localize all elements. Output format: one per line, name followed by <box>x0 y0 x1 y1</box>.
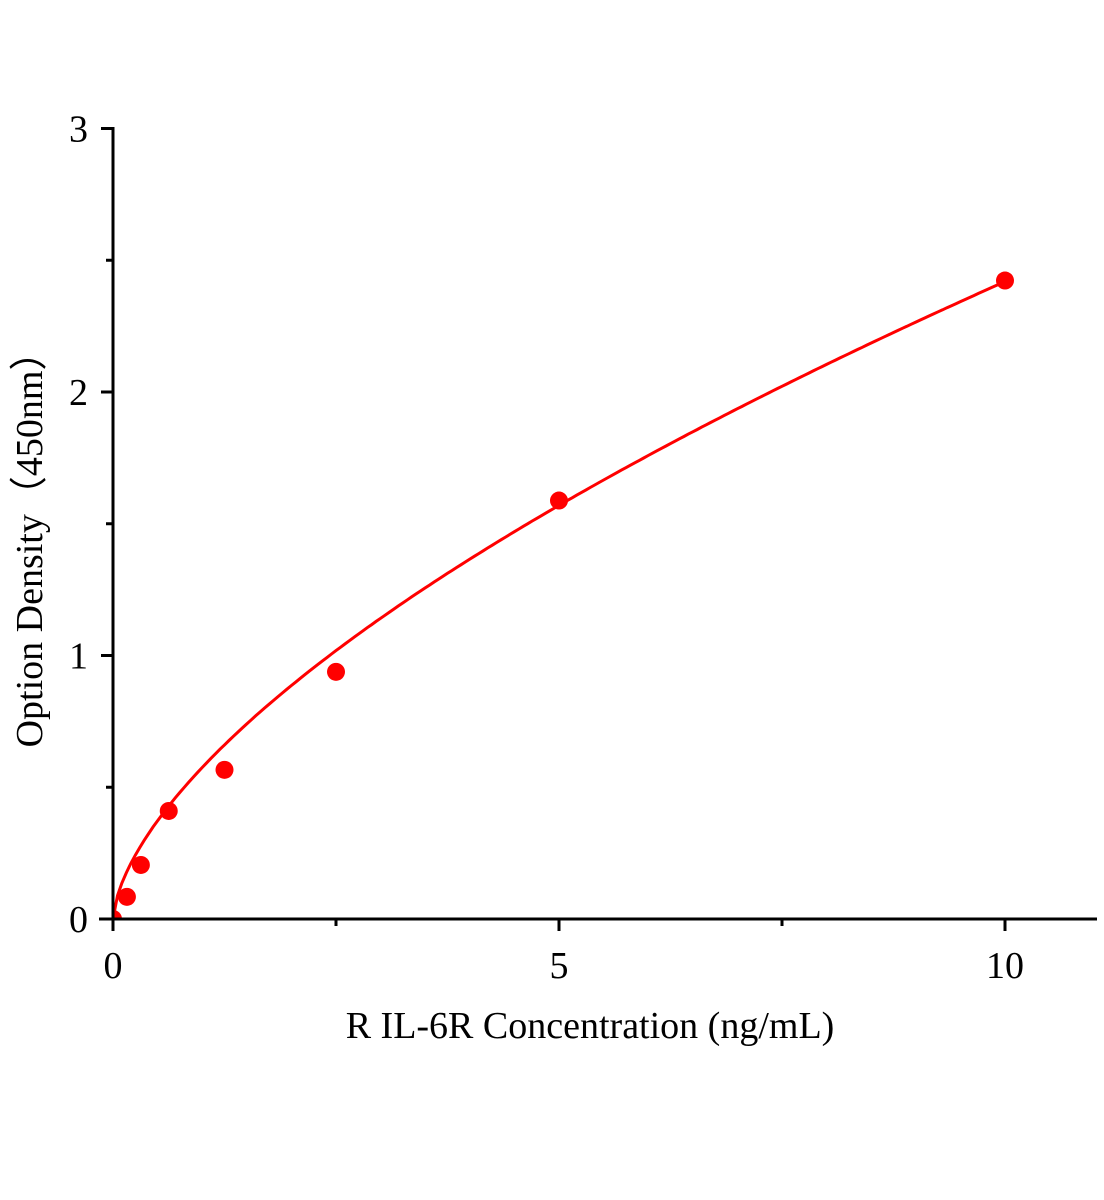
data-point <box>215 760 234 779</box>
y-axis-label: Option Density（450nm） <box>9 333 51 748</box>
data-point <box>327 662 345 681</box>
data-point <box>113 910 122 919</box>
x-tick-label: 5 <box>550 945 569 987</box>
data-point <box>117 887 136 906</box>
x-tick-label: 0 <box>104 945 123 987</box>
y-tick-label: 3 <box>69 109 88 151</box>
fit-curve <box>111 280 1006 920</box>
data-point <box>131 855 150 874</box>
data-point <box>550 491 568 510</box>
x-tick-label: 10 <box>986 945 1024 987</box>
data-point <box>996 271 1014 290</box>
data-point <box>159 801 178 820</box>
y-tick-label: 0 <box>69 899 88 941</box>
x-axis-label: R IL-6R Concentration (ng/mL) <box>346 1005 835 1047</box>
y-tick-label: 2 <box>69 372 88 414</box>
y-tick-label: 1 <box>69 636 88 678</box>
